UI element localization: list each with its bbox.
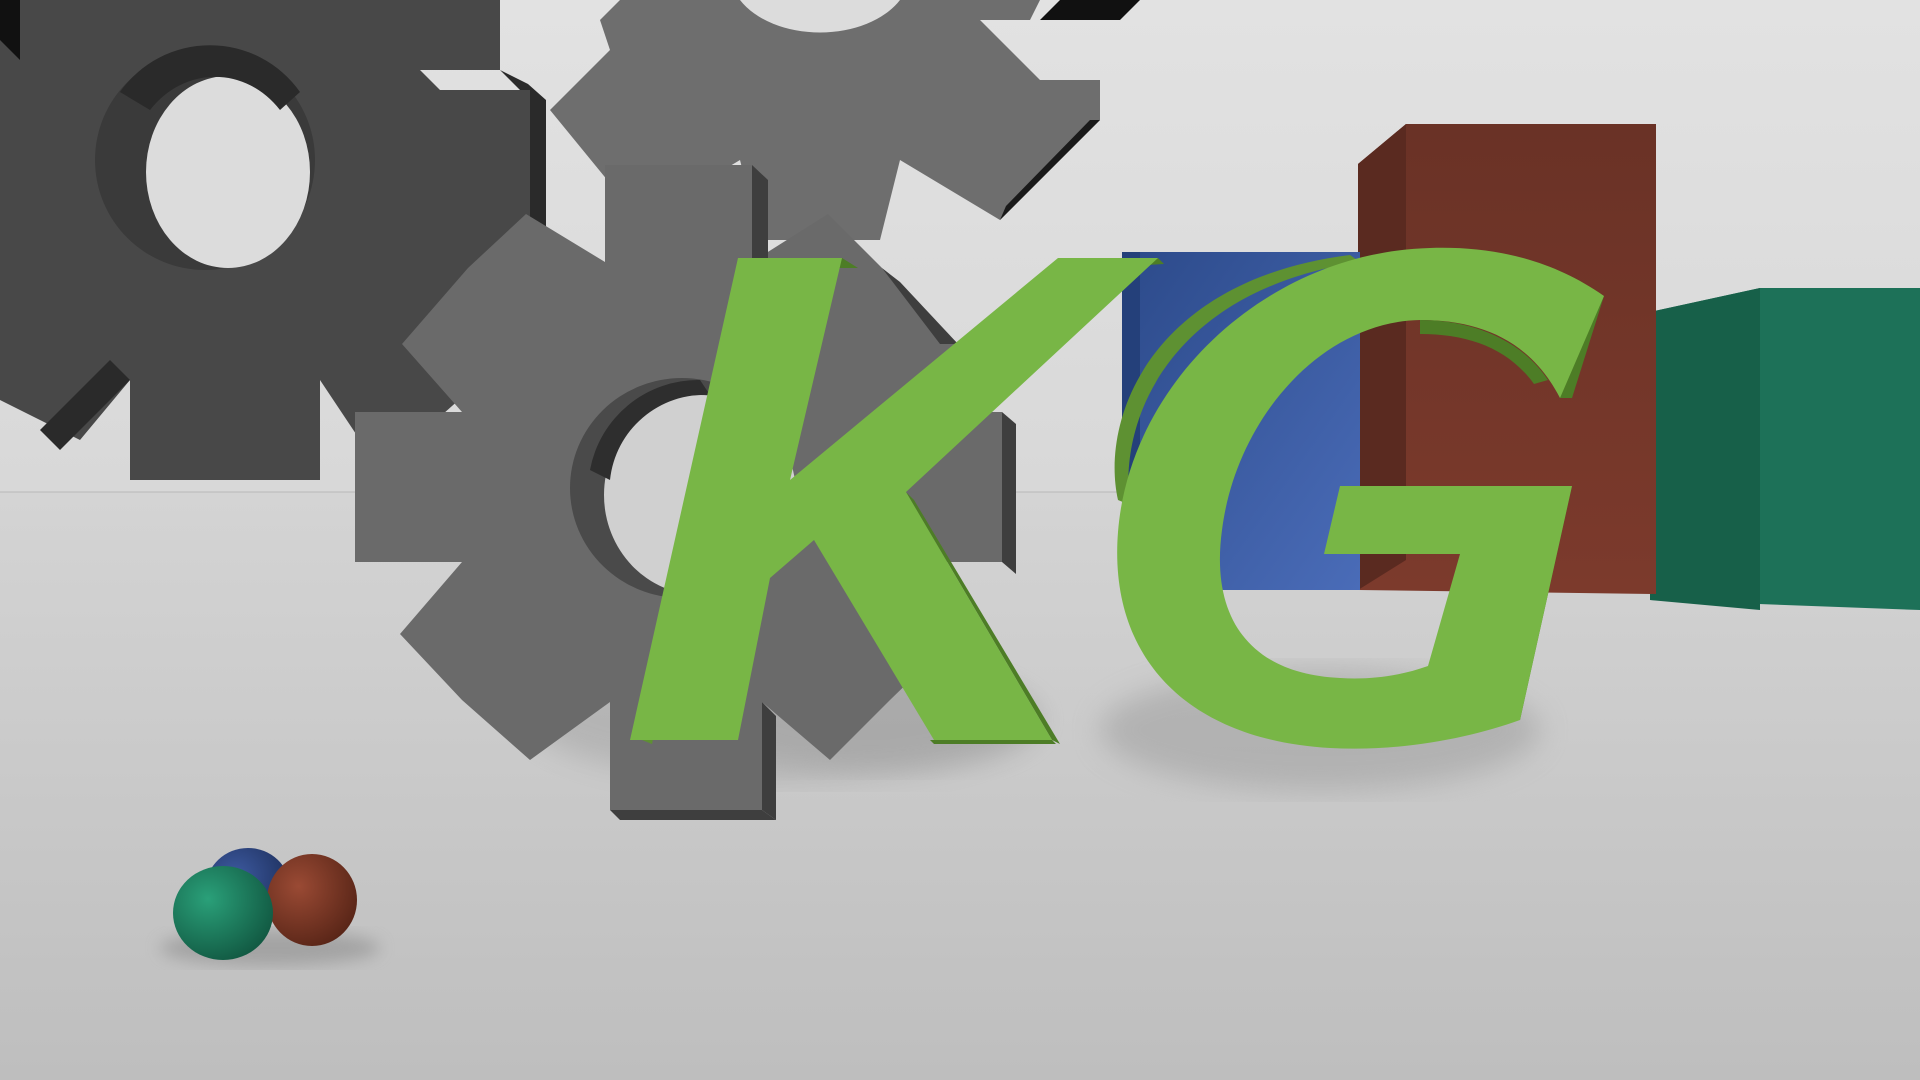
letter-g: [1114, 247, 1604, 749]
letter-k: [630, 258, 1164, 744]
green-block: [1650, 288, 1920, 610]
brown-ball: [267, 854, 357, 946]
brown-block: [1358, 124, 1656, 594]
gear-icon: [0, 0, 546, 480]
green-ball: [173, 866, 273, 960]
